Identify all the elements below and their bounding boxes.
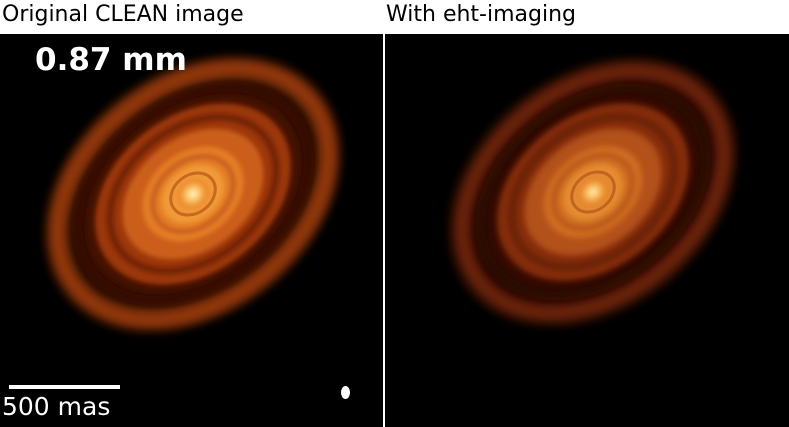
right-panel-title: With eht-imaging	[386, 2, 576, 27]
wavelength-label: 0.87 mm	[35, 42, 187, 78]
scale-bar-label: 500 mas	[2, 392, 111, 421]
scale-bar	[9, 385, 120, 389]
clean-image-panel: 0.87 mm 500 mas	[0, 34, 383, 427]
disk-rings	[35, 48, 351, 340]
clean-disk-image	[35, 48, 351, 340]
eht-imaging-panel	[385, 34, 789, 427]
beam-ellipse	[341, 386, 350, 399]
left-panel-title: Original CLEAN image	[2, 2, 244, 27]
eht-disk-image	[440, 50, 746, 334]
disk-rings	[440, 50, 746, 334]
